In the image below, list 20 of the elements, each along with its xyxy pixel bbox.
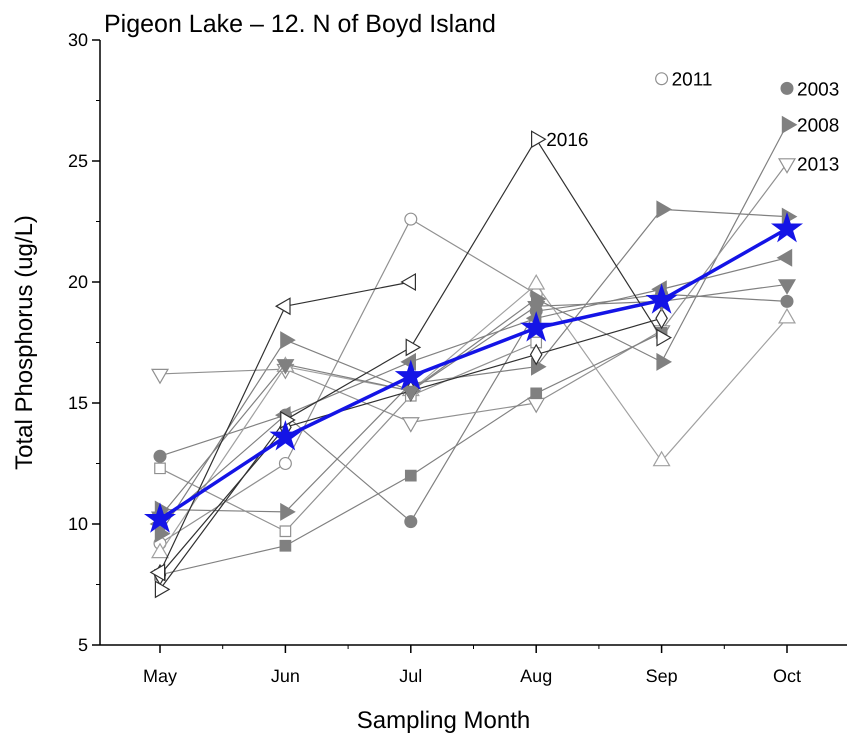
series-label: 2003	[797, 79, 840, 100]
series-label: 2011	[672, 70, 712, 91]
series-label: 2013	[797, 154, 840, 176]
y-tick-label: 5	[78, 635, 88, 655]
y-tick-label: 25	[68, 151, 88, 171]
x-tick-label: Aug	[520, 666, 552, 686]
series-label: 2016	[546, 130, 588, 152]
y-tick-label: 10	[68, 514, 88, 534]
x-tick-label: Jun	[270, 666, 300, 686]
chart-title: Pigeon Lake – 12. N of Boyd Island	[104, 10, 496, 38]
y-tick-label: 30	[68, 30, 88, 50]
y-tick-label: 20	[68, 272, 88, 292]
x-tick-label: Sep	[646, 666, 678, 686]
x-tick-label: Jul	[399, 666, 422, 686]
y-axis-title: Total Phosphorus (ug/L)	[11, 215, 38, 470]
series-label: 2008	[797, 116, 840, 137]
x-tick-label: May	[142, 666, 178, 686]
y-tick-label: 15	[68, 393, 88, 413]
x-tick-label: Oct	[772, 666, 802, 686]
x-axis-title: Sampling Month	[356, 707, 530, 734]
